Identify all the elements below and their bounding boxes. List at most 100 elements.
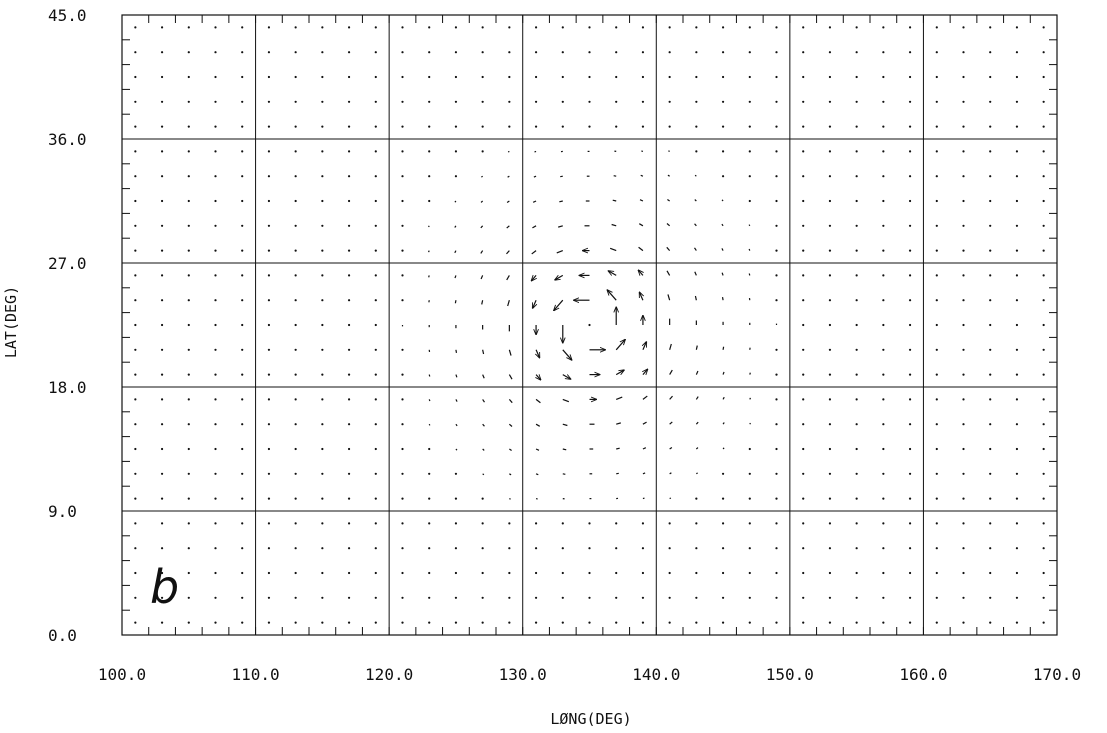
vector-dot: [160, 571, 164, 575]
vector-dot: [134, 150, 137, 153]
x-tick-label: 160.0: [899, 665, 947, 684]
vector-dot: [802, 175, 805, 178]
vector-dot: [347, 299, 351, 302]
vector-arrow: [694, 199, 697, 202]
vector-dot: [962, 199, 965, 203]
vector-dot: [374, 447, 377, 451]
vector-arrow: [721, 297, 724, 301]
vector-dot: [294, 472, 297, 475]
vector-dot: [187, 596, 190, 599]
vector-dot: [721, 150, 725, 153]
plot-frame: [121, 14, 1058, 636]
vector-dot: [134, 323, 137, 327]
vector-dot: [935, 175, 938, 178]
vector-dot: [882, 472, 885, 475]
vector-arrow: [722, 396, 725, 400]
vector-dot: [160, 621, 164, 624]
vector-dot: [1015, 125, 1019, 128]
vector-dot: [962, 497, 965, 500]
vector-dot: [1015, 348, 1019, 351]
vector-dot: [401, 373, 404, 376]
vector-dot: [828, 323, 832, 327]
vector-dot: [615, 75, 618, 79]
vector-dot: [721, 547, 725, 550]
vector-dot: [321, 522, 324, 525]
vector-dot: [267, 299, 271, 302]
vector-dot: [775, 522, 778, 525]
x-tick-label: 100.0: [98, 665, 146, 684]
vector-dot: [267, 100, 271, 103]
vector-dot: [347, 100, 351, 103]
vector-dot: [454, 100, 458, 103]
vector-dot: [935, 596, 938, 599]
vector-dot: [1015, 398, 1019, 401]
vector-dot: [1042, 621, 1045, 624]
vector-dot: [267, 249, 271, 252]
vector-dot: [374, 423, 377, 426]
vector-dot: [775, 175, 778, 178]
vector-arrow: [722, 422, 725, 425]
vector-dot: [935, 472, 938, 475]
vector-dot: [214, 274, 217, 277]
vector-dot: [721, 522, 725, 525]
vector-dot: [134, 26, 137, 29]
vector-dot: [508, 75, 511, 79]
vector-dot: [989, 373, 992, 376]
vector-dot: [347, 274, 351, 277]
vector-dot: [214, 51, 217, 54]
vector-dot: [267, 274, 271, 277]
vector-arrow: [480, 275, 484, 280]
vector-dot: [935, 249, 938, 252]
vector-dot: [721, 596, 725, 599]
vector-dot: [374, 199, 377, 203]
vector-arrow: [666, 223, 671, 227]
vector-dot: [401, 571, 404, 575]
vector-dot: [935, 100, 938, 103]
vector-dot: [668, 621, 671, 624]
vector-arrow: [668, 150, 670, 152]
vector-dot: [908, 51, 912, 54]
vector-dot: [721, 51, 725, 54]
vector-arrow: [533, 299, 536, 308]
vector-dot: [962, 100, 965, 103]
vector-dot: [962, 547, 965, 550]
vector-dot: [882, 26, 885, 29]
vector-dot: [561, 621, 564, 624]
vector-arrow: [641, 150, 644, 152]
vector-dot: [962, 472, 965, 475]
vector-dot: [134, 274, 137, 277]
vector-dot: [615, 621, 618, 624]
vector-dot: [935, 348, 938, 351]
vector-dot: [1042, 51, 1045, 54]
vector-dot: [347, 224, 351, 227]
vector-dot: [882, 175, 885, 178]
vector-dot: [134, 373, 137, 376]
vector-dot: [989, 621, 992, 624]
vector-arrow: [509, 473, 512, 476]
vector-arrow: [535, 448, 540, 451]
vector-dot: [641, 75, 645, 79]
vector-dot: [1015, 571, 1019, 575]
vector-dot: [294, 26, 297, 29]
vector-dot: [1015, 472, 1019, 475]
vector-dot: [187, 274, 190, 277]
vector-dot: [294, 51, 297, 54]
vector-dot: [935, 571, 938, 575]
vector-dot: [481, 75, 484, 79]
vector-dot: [454, 571, 458, 575]
vector-dot: [828, 100, 832, 103]
vector-dot: [828, 348, 832, 351]
vector-dot: [160, 522, 164, 525]
vector-dot: [802, 571, 805, 575]
vector-dot: [1015, 497, 1019, 500]
vector-dot: [160, 547, 164, 550]
vector-dot: [748, 571, 751, 575]
vector-dot: [160, 299, 164, 302]
vector-dot: [134, 621, 137, 624]
vector-dot: [721, 621, 725, 624]
vector-dot: [668, 522, 671, 525]
vector-dot: [267, 26, 271, 29]
vector-dot: [1042, 398, 1045, 401]
vector-dot: [828, 125, 832, 128]
vector-arrow: [506, 200, 510, 204]
